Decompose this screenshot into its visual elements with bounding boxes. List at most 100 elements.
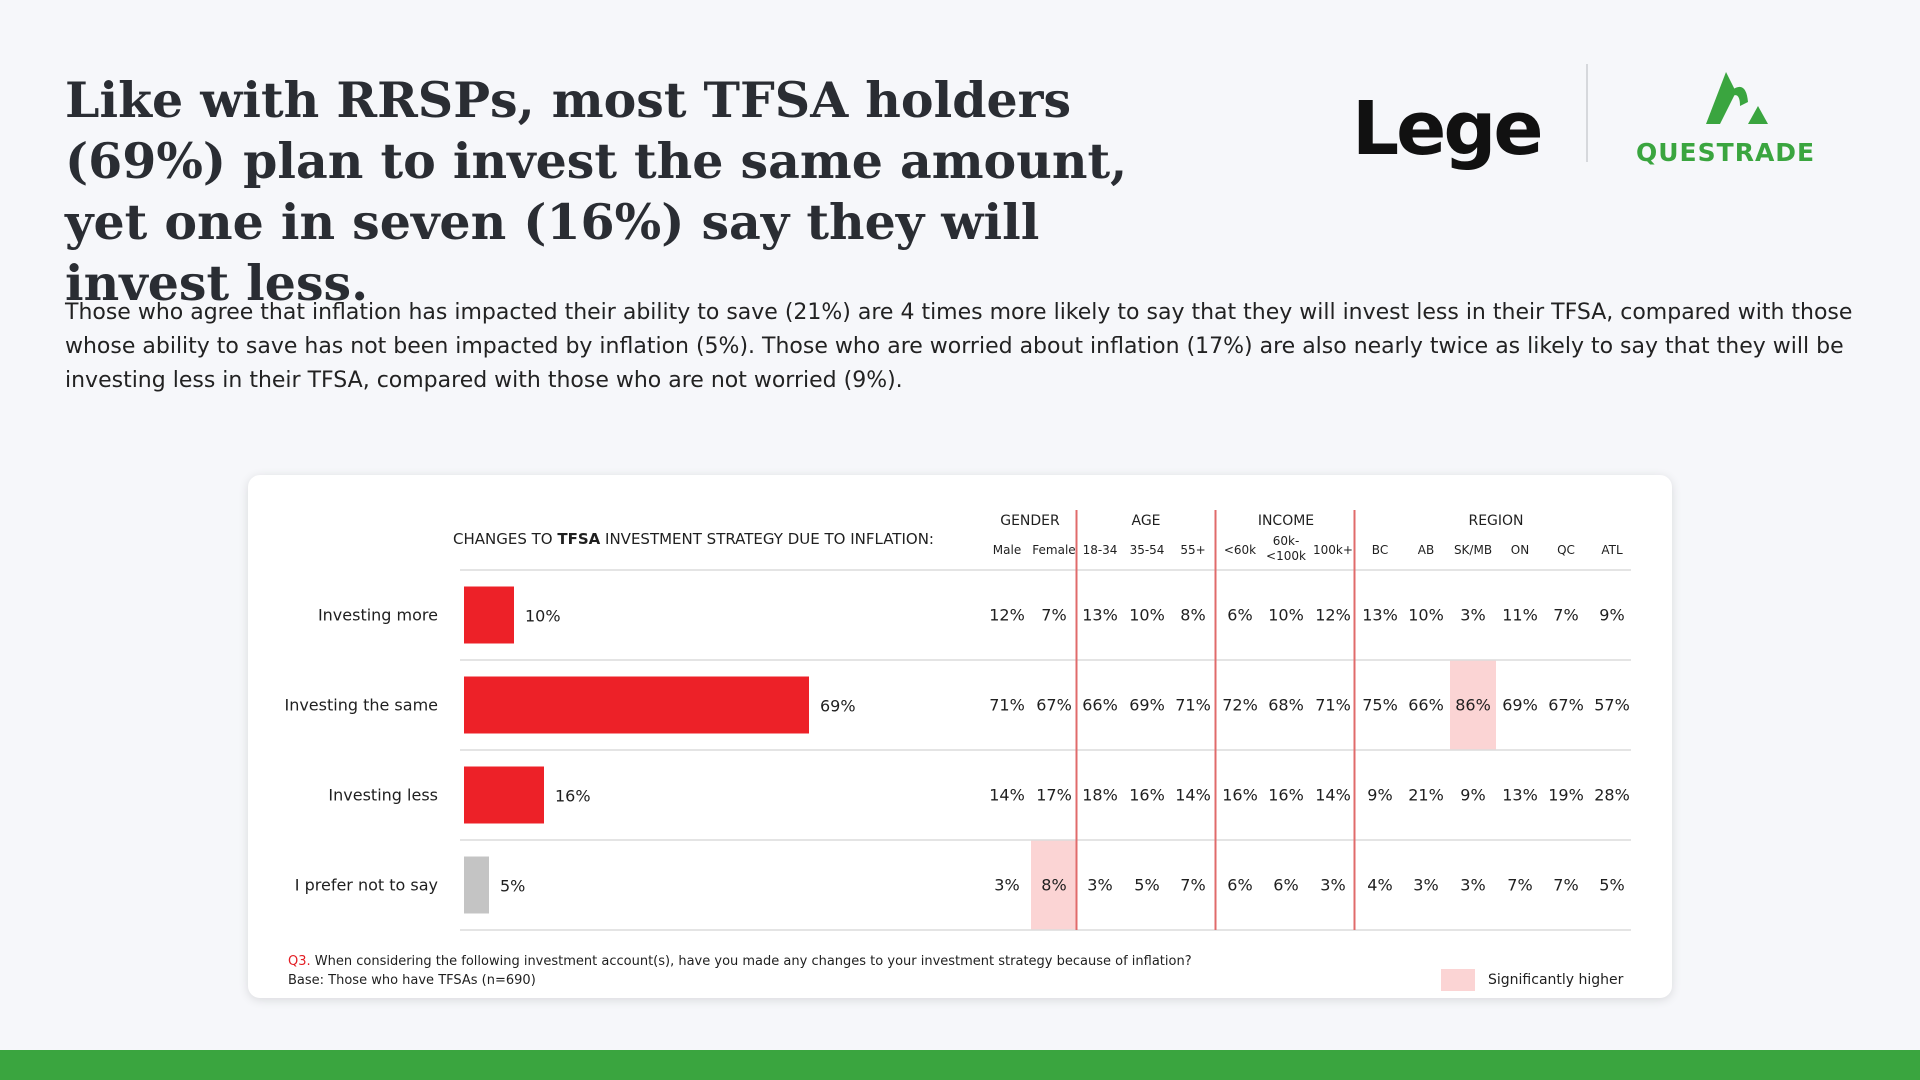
footnote-question: Q3. When considering the following inves… [288,954,1192,969]
chart-card: CHANGES TO TFSA INVESTMENT STRATEGY DUE … [248,475,1672,998]
group-header-gender: GENDER [1000,513,1060,529]
table-cell: 6% [1273,876,1298,895]
table-cell: 7% [1553,606,1578,625]
table-cell: 3% [1460,876,1485,895]
bar-value-label: 5% [500,877,525,896]
table-cell: 7% [1507,876,1532,895]
bar-value-label: 69% [820,697,856,716]
footer-bar [0,1050,1920,1080]
leger-logo-text: Leger [1352,96,1542,172]
table-cell: 67% [1548,696,1584,715]
column-header: Male [993,543,1021,557]
column-header: 55+ [1180,543,1205,557]
questrade-logo-text: QUESTRADE [1636,138,1816,167]
table-cell: 69% [1129,696,1165,715]
column-header: AB [1418,543,1434,557]
questrade-mark-icon [1706,72,1768,124]
table-cell: 16% [1268,786,1304,805]
highlight-cell [1031,840,1077,930]
group-header-income: INCOME [1258,513,1314,529]
table-cell: 57% [1594,696,1630,715]
table-cell: 13% [1362,606,1398,625]
bar-value-label: 16% [555,787,591,806]
category-label: Investing more [318,606,438,625]
table-cell: 11% [1502,606,1538,625]
headline: Like with RRSPs, most TFSA holders (69%)… [65,71,1128,312]
bar [464,856,489,914]
highlight-cell [1450,660,1496,750]
table-cell: 21% [1408,786,1444,805]
leger-logo: Leger [1352,96,1542,172]
table-cell: 7% [1553,876,1578,895]
table-cell: 10% [1268,606,1304,625]
column-header: Female [1032,543,1075,557]
table-cell: 13% [1082,606,1118,625]
bar [464,586,514,644]
table-cell: 71% [1315,696,1351,715]
body-text: Those who agree that inflation has impac… [65,300,1853,393]
table-cell: 7% [1041,606,1066,625]
table-cell: 12% [1315,606,1351,625]
table-cell: 13% [1502,786,1538,805]
column-header: 60k-<100k [1266,534,1306,563]
table-cell: 7% [1180,876,1205,895]
table-cell: 17% [1036,786,1072,805]
column-header: SK/MB [1454,543,1492,557]
table-cell: 3% [1320,876,1345,895]
bar [464,766,544,824]
table-cell: 3% [1460,606,1485,625]
column-header: 100k+ [1313,543,1353,557]
table-cell: 12% [989,606,1025,625]
column-header: ATL [1601,543,1623,557]
table-cell: 19% [1548,786,1584,805]
group-header-region: REGION [1468,513,1523,529]
table-cell: 75% [1362,696,1398,715]
column-header: 18-34 [1083,543,1118,557]
table-cell: 68% [1268,696,1304,715]
tfsa-strategy-chart: CHANGES TO TFSA INVESTMENT STRATEGY DUE … [284,510,1631,991]
table-cell: 86% [1455,696,1491,715]
chart-title: CHANGES TO TFSA INVESTMENT STRATEGY DUE … [453,530,934,548]
table-cell: 67% [1036,696,1072,715]
table-cell: 66% [1408,696,1444,715]
table-cell: 14% [1315,786,1351,805]
column-header: <60k [1224,543,1256,557]
table-cell: 6% [1227,876,1252,895]
table-cell: 28% [1594,786,1630,805]
table-cell: 72% [1222,696,1258,715]
table-cell: 71% [989,696,1025,715]
category-label: Investing less [328,786,438,805]
category-label: Investing the same [284,696,438,715]
table-cell: 16% [1222,786,1258,805]
table-cell: 3% [1087,876,1112,895]
table-cell: 14% [989,786,1025,805]
table-cell: 69% [1502,696,1538,715]
table-cell: 5% [1134,876,1159,895]
table-cell: 9% [1599,606,1624,625]
table-cell: 9% [1367,786,1392,805]
table-cell: 10% [1129,606,1165,625]
table-cell: 3% [994,876,1019,895]
table-cell: 66% [1082,696,1118,715]
footnote-base: Base: Those who have TFSAs (n=690) [288,973,536,988]
table-cell: 18% [1082,786,1118,805]
legend-label: Significantly higher [1488,972,1624,988]
column-header: ON [1511,543,1529,557]
table-cell: 8% [1041,876,1066,895]
category-label: I prefer not to say [295,876,438,895]
table-cell: 10% [1408,606,1444,625]
table-cell: 71% [1175,696,1211,715]
table-cell: 14% [1175,786,1211,805]
group-header-age: AGE [1131,513,1160,529]
table-cell: 16% [1129,786,1165,805]
table-cell: 6% [1227,606,1252,625]
table-cell: 3% [1413,876,1438,895]
column-header: QC [1557,543,1575,557]
table-cell: 5% [1599,876,1624,895]
logo-divider [1586,64,1588,162]
table-cell: 9% [1460,786,1485,805]
column-header: 35-54 [1130,543,1165,557]
table-cell: 8% [1180,606,1205,625]
bar [464,676,809,734]
bar-value-label: 10% [525,607,561,626]
